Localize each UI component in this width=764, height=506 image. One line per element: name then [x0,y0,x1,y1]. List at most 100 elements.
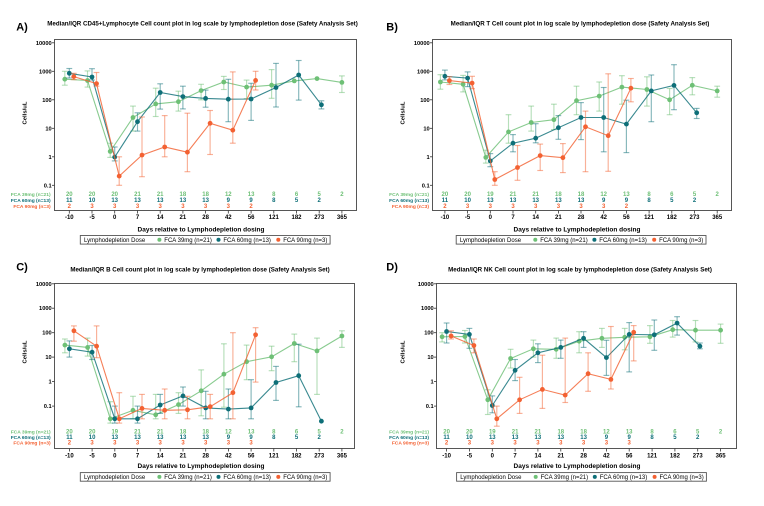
svg-text:13: 13 [489,435,496,441]
svg-text:A): A) [16,22,28,34]
svg-text:121: 121 [644,215,655,221]
svg-text:FCA 39mg (n=21): FCA 39mg (n=21) [11,192,51,198]
svg-text:182: 182 [291,215,302,221]
svg-text:-10: -10 [442,454,451,460]
svg-text:10: 10 [427,355,433,361]
svg-text:FCA 39mg (n=21): FCA 39mg (n=21) [540,238,588,244]
svg-text:8: 8 [272,430,276,436]
svg-text:56: 56 [623,215,630,221]
svg-text:11: 11 [443,435,450,441]
svg-text:13: 13 [180,198,187,204]
svg-text:3: 3 [204,204,208,210]
svg-text:3: 3 [249,441,253,447]
svg-text:2: 2 [340,430,344,436]
svg-text:12: 12 [225,192,232,198]
svg-text:13: 13 [626,430,633,436]
svg-text:9: 9 [628,435,632,441]
svg-text:2: 2 [443,204,447,210]
svg-text:2: 2 [318,435,322,441]
svg-text:0: 0 [113,215,117,221]
svg-text:5: 5 [670,198,674,204]
svg-text:9: 9 [602,198,606,204]
svg-text:6: 6 [295,430,299,436]
svg-text:FCA 90mg (n=3): FCA 90mg (n=3) [283,238,327,244]
svg-text:21: 21 [134,192,141,198]
svg-text:28: 28 [202,215,209,221]
svg-text:21: 21 [157,192,164,198]
svg-text:20: 20 [464,192,471,198]
svg-text:21: 21 [134,430,141,436]
svg-text:3: 3 [227,204,231,210]
svg-text:1000: 1000 [421,306,434,312]
svg-text:13: 13 [532,198,539,204]
svg-text:3: 3 [90,441,94,447]
svg-text:3: 3 [628,441,632,447]
svg-text:42: 42 [600,215,607,221]
svg-text:Days relative to Lymphodepleti: Days relative to Lymphodepletion dosing [138,227,265,234]
svg-text:13: 13 [157,198,164,204]
svg-text:Days relative to Lymphodepleti: Days relative to Lymphodepletion dosing [514,463,641,470]
svg-text:56: 56 [248,454,255,460]
svg-text:7: 7 [136,215,140,221]
svg-text:Median/IQR NK Cell count plot: Median/IQR NK Cell count plot in log sca… [448,266,712,273]
svg-text:8: 8 [272,192,276,198]
svg-text:8: 8 [650,435,654,441]
svg-text:8: 8 [272,198,276,204]
svg-text:2: 2 [693,198,697,204]
svg-text:Lymphodepletion Dose: Lymphodepletion Dose [460,475,522,481]
svg-text:FCA 90mg (n=3): FCA 90mg (n=3) [392,204,430,210]
svg-text:1000: 1000 [39,69,52,75]
svg-text:18: 18 [578,192,585,198]
svg-text:100: 100 [424,331,434,337]
svg-text:2: 2 [716,192,720,198]
svg-text:1: 1 [431,380,434,386]
svg-text:7: 7 [513,454,517,460]
svg-text:13: 13 [157,435,164,441]
svg-text:-10: -10 [65,454,74,460]
svg-text:18: 18 [580,430,587,436]
svg-text:FCA 60mg (n=13): FCA 60mg (n=13) [599,238,647,244]
svg-text:21: 21 [180,454,187,460]
svg-text:3: 3 [602,204,606,210]
svg-text:C): C) [16,261,28,273]
svg-text:5: 5 [295,198,299,204]
svg-text:FCA 60mg (n=13): FCA 60mg (n=13) [11,435,51,441]
svg-text:B): B) [386,22,398,34]
svg-text:273: 273 [314,454,325,460]
svg-text:5: 5 [696,430,700,436]
svg-text:3: 3 [511,204,515,210]
svg-text:20: 20 [89,430,96,436]
svg-text:FCA 60mg (n=13): FCA 60mg (n=13) [11,198,51,204]
svg-text:3: 3 [181,204,185,210]
svg-text:0.1: 0.1 [44,404,52,410]
svg-text:3: 3 [113,204,117,210]
svg-text:13: 13 [578,198,585,204]
svg-text:0.1: 0.1 [422,183,430,189]
svg-text:7: 7 [136,454,140,460]
svg-text:9: 9 [227,198,231,204]
svg-text:10: 10 [89,198,96,204]
svg-text:100: 100 [420,98,430,104]
svg-text:12: 12 [225,430,232,436]
svg-text:273: 273 [314,215,325,221]
svg-text:28: 28 [578,215,585,221]
svg-text:28: 28 [202,454,209,460]
svg-text:13: 13 [202,198,209,204]
svg-text:-10: -10 [441,215,450,221]
svg-text:8: 8 [272,435,276,441]
svg-text:18: 18 [202,192,209,198]
svg-text:3: 3 [136,441,140,447]
svg-text:-10: -10 [65,215,74,221]
svg-text:10000: 10000 [36,41,52,47]
svg-text:19: 19 [487,192,494,198]
svg-text:21: 21 [157,430,164,436]
svg-text:9: 9 [227,435,231,441]
svg-text:11: 11 [442,198,449,204]
svg-text:12: 12 [600,192,607,198]
svg-text:3: 3 [159,204,163,210]
svg-text:11: 11 [66,198,73,204]
svg-text:6: 6 [673,430,677,436]
svg-text:13: 13 [134,198,141,204]
svg-text:2: 2 [249,204,253,210]
svg-text:5: 5 [318,430,322,436]
